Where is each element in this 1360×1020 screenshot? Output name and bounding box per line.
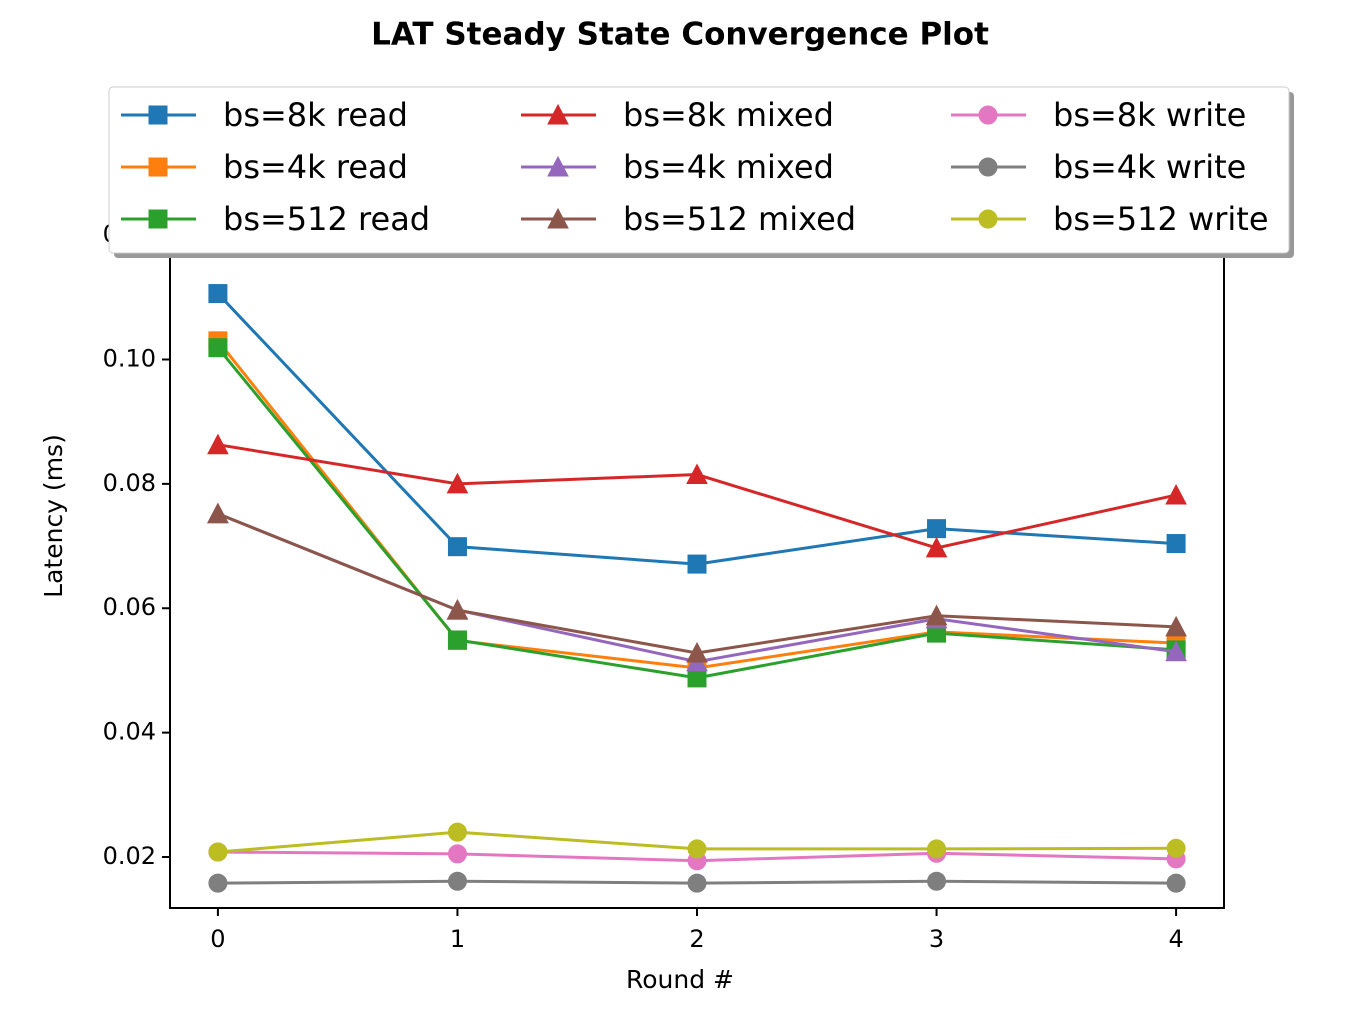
legend-label: bs=4k mixed (623, 148, 834, 186)
x-axis-label: Round # (626, 965, 734, 994)
legend-box (108, 86, 1290, 254)
marker (925, 536, 948, 558)
marker (208, 842, 228, 862)
x-tick-label: 3 (929, 925, 944, 953)
legend-marker (148, 209, 168, 229)
legend-marker (978, 105, 998, 125)
marker (447, 844, 467, 864)
chart-title: LAT Steady State Convergence Plot (371, 17, 989, 53)
legend-marker (978, 157, 998, 177)
marker (207, 433, 229, 455)
legend-label: bs=4k read (223, 148, 408, 186)
marker (447, 630, 467, 650)
legend-label: bs=512 read (223, 200, 430, 238)
y-tick-label: 0.02 (103, 842, 156, 870)
marker (686, 463, 708, 485)
marker (927, 519, 947, 539)
y-tick-label: 0.06 (103, 593, 156, 621)
marker (208, 284, 228, 304)
marker (447, 822, 467, 842)
marker (686, 641, 708, 663)
y-axis-label: Latency (ms) (39, 434, 68, 598)
y-tick-label: 0.04 (103, 718, 156, 746)
legend-marker (148, 157, 168, 177)
marker (1165, 640, 1187, 662)
legend-label: bs=512 write (1053, 200, 1269, 238)
legend-marker (547, 103, 569, 125)
legend-marker (978, 209, 998, 229)
legend-marker (547, 207, 569, 229)
marker (687, 873, 707, 893)
marker (927, 839, 947, 859)
marker (1165, 615, 1187, 637)
y-tick-label: 0.10 (103, 344, 156, 372)
marker (1166, 873, 1186, 893)
marker (1165, 483, 1187, 505)
x-tick-label: 2 (689, 925, 704, 953)
marker (447, 871, 467, 891)
x-tick-label: 1 (450, 925, 465, 953)
legend-label: bs=512 mixed (623, 200, 856, 238)
legend-marker (148, 105, 168, 125)
x-tick-label: 4 (1168, 925, 1183, 953)
y-tick-label: 0.08 (103, 469, 156, 497)
marker (208, 338, 228, 358)
marker (446, 472, 469, 494)
series-line (216, 346, 1177, 680)
marker (1166, 838, 1186, 858)
marker (446, 599, 469, 620)
marker (687, 839, 707, 859)
legend-label: bs=8k write (1053, 96, 1246, 134)
marker (207, 502, 229, 524)
marker (687, 554, 707, 574)
series-line (217, 443, 1177, 550)
legend-label: bs=8k mixed (623, 96, 834, 134)
marker (687, 668, 707, 688)
marker (447, 537, 467, 557)
x-tick-label: 0 (210, 925, 225, 953)
legend-marker (547, 155, 569, 177)
legend-label: bs=4k write (1053, 148, 1246, 186)
marker (1166, 534, 1186, 554)
marker (208, 873, 228, 893)
marker (925, 604, 948, 626)
legend-label: bs=8k read (223, 96, 408, 134)
legend: bs=8k read bs=4k read bs=512 read bs=8k mix… (108, 86, 1294, 258)
marker (927, 871, 947, 891)
